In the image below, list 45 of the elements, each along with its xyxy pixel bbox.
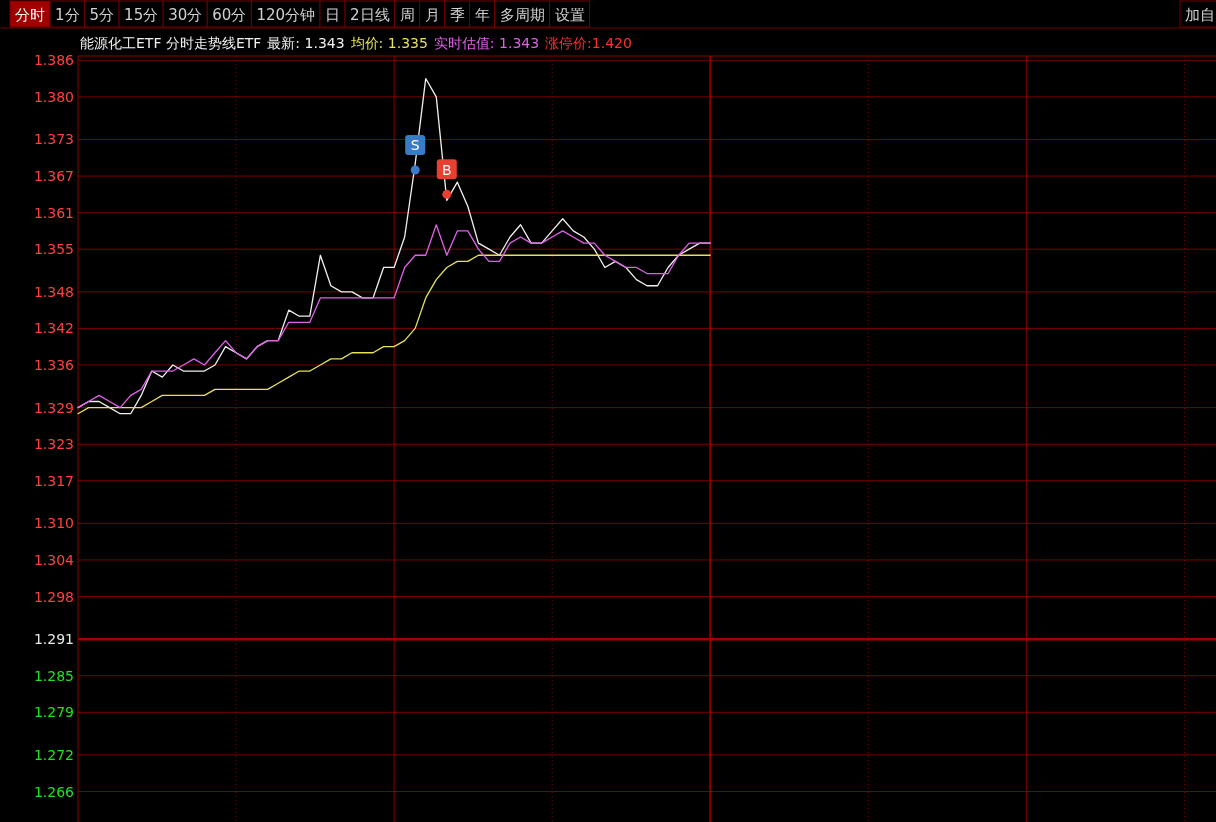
- text: 30分: [168, 6, 203, 24]
- y-tick-label: 1.285: [33, 667, 74, 684]
- y-tick-label: 1.298: [33, 588, 74, 605]
- y-tick-label: 1.380: [33, 88, 74, 105]
- text: 2日线: [350, 6, 390, 24]
- y-tick-label: 1.291: [33, 631, 74, 648]
- text: 5分: [89, 6, 115, 24]
- annotation: B: [441, 161, 452, 178]
- y-tick-label: 1.342: [33, 320, 74, 337]
- text: 60分: [212, 6, 247, 24]
- text: 分时: [15, 6, 45, 24]
- y-tick-label: 1.336: [33, 356, 75, 373]
- text: 周: [399, 6, 415, 24]
- y-tick-label: 1.367: [33, 168, 74, 185]
- text: 设置: [554, 6, 585, 24]
- text: 日: [325, 6, 341, 24]
- y-tick-label: 1.266: [33, 783, 75, 800]
- text: 120分钟: [256, 6, 316, 24]
- text: 多周期: [499, 6, 545, 24]
- y-tick-label: 1.329: [33, 399, 74, 416]
- line-series: [77, 224, 711, 409]
- text: 均价: 1.335: [349, 35, 428, 51]
- chart-title: 能源化工ETF 分时走势线ETF: [80, 35, 262, 51]
- text: 月: [424, 6, 440, 24]
- text: 15分: [124, 6, 159, 24]
- y-tick-label: 1.355: [33, 241, 74, 258]
- y-tick-label: 1.317: [33, 472, 74, 489]
- text: 季: [449, 6, 465, 24]
- text: 最新: 1.343: [267, 35, 345, 51]
- y-tick-label: 1.272: [33, 746, 74, 763]
- y-tick-label: 1.348: [33, 283, 74, 300]
- y-tick-label: 1.386: [33, 52, 75, 69]
- text: 1分: [55, 6, 80, 24]
- y-tick-label: 1.373: [33, 131, 74, 148]
- text: 加自: [1185, 6, 1215, 24]
- line-series: [77, 254, 711, 415]
- text: 年: [474, 6, 490, 24]
- y-tick-label: 1.279: [33, 704, 74, 721]
- y-tick-label: 1.361: [33, 204, 74, 221]
- y-tick-label: 1.304: [33, 551, 75, 568]
- text: 实时估值: 1.343: [433, 35, 540, 51]
- y-tick-label: 1.310: [33, 515, 74, 532]
- text: 涨停价:1.420: [545, 35, 632, 51]
- annotation: S: [410, 137, 420, 154]
- y-tick-label: 1.323: [33, 436, 74, 453]
